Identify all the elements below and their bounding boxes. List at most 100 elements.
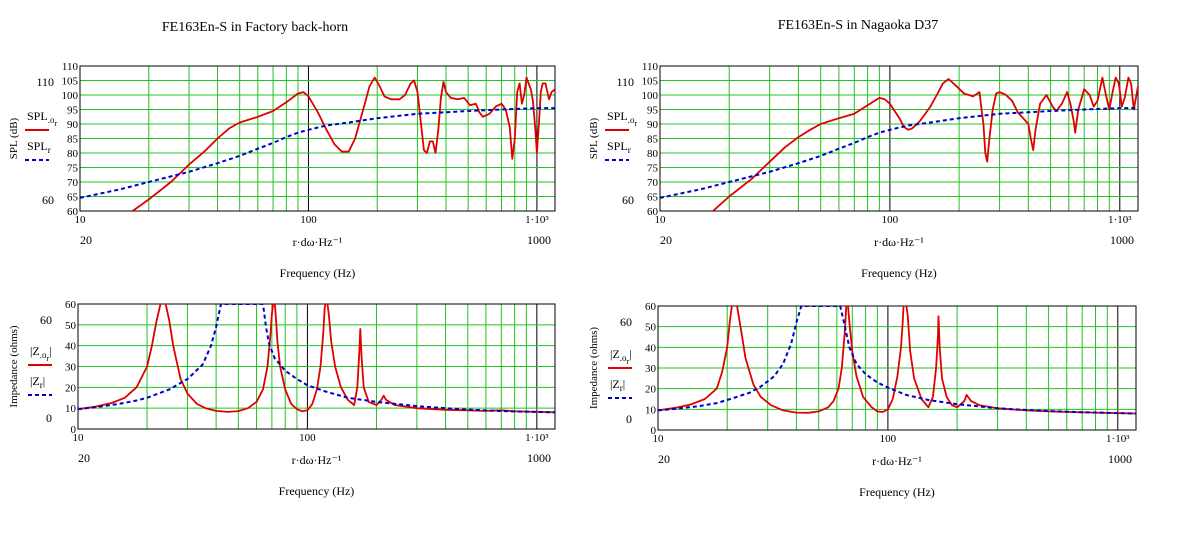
y-tick-label: 85 — [67, 134, 79, 146]
plot-frame — [659, 65, 1139, 212]
legend-label: |Zr| — [30, 374, 45, 390]
x-tick-label: 100 — [880, 433, 897, 445]
y-tick-label: 105 — [62, 76, 79, 88]
panel-title-left: FE163En-S in Factory back-horn — [162, 20, 348, 35]
y-tick-label: 60 — [647, 206, 659, 218]
x-tick-label: 100 — [299, 432, 316, 444]
x-max-readout: 1000 — [527, 233, 551, 247]
y-tick-label: 10 — [645, 404, 657, 416]
x-min-readout: 20 — [78, 451, 90, 465]
y-tick-label: 85 — [647, 134, 659, 146]
model-series-line — [658, 306, 1136, 415]
x-min-readout: 20 — [658, 452, 670, 466]
y-tick-label: 50 — [65, 320, 77, 332]
y-tick-label: 30 — [65, 362, 77, 374]
x-tick-label: 1·10³ — [1106, 433, 1130, 445]
y-tick-label: 95 — [647, 105, 659, 117]
x-axis-title: Frequency (Hz) — [280, 266, 356, 280]
measured-series-line — [712, 76, 1138, 211]
measured-series-line — [132, 76, 555, 211]
x-max-readout: 1000 — [1108, 452, 1132, 466]
x-tick-label: 10 — [75, 214, 87, 226]
model-series-line — [660, 107, 1138, 199]
x-max-readout: 1000 — [527, 451, 551, 465]
x-tick-label: 1·10³ — [525, 214, 549, 226]
y-tick-label: 0 — [71, 424, 77, 436]
y-tick-label: 70 — [67, 177, 79, 189]
legend-label: |Z.or| — [30, 344, 52, 363]
y-tick-label: 20 — [65, 382, 77, 394]
y-tick-label: 10 — [65, 403, 77, 415]
y-tick-label: 80 — [67, 148, 79, 160]
x-expression-label: r·dω·Hz⁻¹ — [292, 453, 342, 467]
legend-label: SPLr — [607, 139, 631, 155]
x-tick-label: 10 — [655, 214, 667, 226]
legend-label: SPLr — [27, 139, 51, 155]
y-axis-title: Impedance (ohms) — [8, 325, 20, 407]
plot-frame — [79, 65, 556, 212]
x-min-readout: 20 — [80, 233, 92, 247]
y-tick-label: 0 — [651, 425, 657, 437]
measured-series-line — [658, 306, 1136, 415]
y-tick-label: 90 — [647, 119, 659, 131]
y-tick-label: 100 — [642, 90, 659, 102]
x-min-readout: 20 — [660, 233, 672, 247]
x-max-readout: 1000 — [1110, 233, 1134, 247]
y-tick-label: 60 — [65, 299, 77, 311]
x-tick-label: 10 — [653, 433, 665, 445]
y-axis-title: Impedance (ohms) — [588, 327, 600, 409]
y-tick-label: 70 — [647, 177, 659, 189]
y-min-readout: 0 — [626, 412, 632, 426]
measured-series-line — [78, 304, 555, 414]
legend-label: |Zr| — [610, 377, 625, 393]
y-axis-title: SPL (dB) — [588, 117, 600, 159]
y-tick-label: 105 — [642, 76, 659, 88]
y-tick-label: 60 — [67, 206, 79, 218]
y-min-readout: 60 — [42, 193, 54, 207]
y-tick-label: 110 — [642, 61, 659, 73]
y-tick-label: 90 — [67, 119, 79, 131]
legend-label: SPL.or — [607, 109, 637, 128]
x-tick-label: 1·10³ — [1108, 214, 1132, 226]
y-tick-label: 60 — [645, 301, 657, 313]
y-max-readout: 60 — [40, 313, 52, 327]
x-axis-title: Frequency (Hz) — [279, 484, 355, 498]
y-tick-label: 40 — [645, 342, 657, 354]
y-max-readout: 110 — [616, 75, 634, 89]
y-min-readout: 0 — [46, 411, 52, 425]
chart-spl-left: 60 65 70 75 80 85 90 95 100 105 110 60 110 10 100 1·10³… — [8, 61, 556, 280]
x-tick-label: 100 — [300, 214, 317, 226]
x-axis-title: Frequency (Hz) — [861, 266, 937, 280]
y-tick-label: 65 — [67, 192, 79, 204]
legend-label: |Z.or| — [610, 347, 632, 366]
plot-frame — [657, 305, 1137, 431]
x-tick-label: 100 — [882, 214, 899, 226]
y-axis-title: SPL (dB) — [8, 117, 20, 159]
x-expression-label: r·dω·Hz⁻¹ — [872, 454, 922, 468]
model-series-line — [78, 304, 555, 414]
x-tick-label: 10 — [73, 432, 85, 444]
y-tick-label: 50 — [645, 322, 657, 334]
y-tick-label: 20 — [645, 384, 657, 396]
y-tick-label: 75 — [647, 163, 659, 175]
panel-title-right: FE163En-S in Nagaoka D37 — [778, 18, 939, 33]
x-axis-title: Frequency (Hz) — [859, 485, 935, 499]
legend-label: SPL.or — [27, 109, 57, 128]
y-min-readout: 60 — [622, 193, 634, 207]
y-tick-label: 40 — [65, 341, 77, 353]
x-expression-label: r·dω·Hz⁻¹ — [874, 235, 924, 249]
y-tick-label: 110 — [62, 61, 79, 73]
y-tick-label: 95 — [67, 105, 79, 117]
chart-spl-right: 60 65 70 75 80 85 90 95 100 105 110 60 110 10 100 1·10³… — [588, 61, 1139, 280]
y-tick-label: 65 — [647, 192, 659, 204]
y-tick-label: 75 — [67, 163, 79, 175]
model-series-line — [80, 107, 555, 199]
x-tick-label: 1·10³ — [525, 432, 549, 444]
y-max-readout: 60 — [620, 315, 632, 329]
y-tick-label: 100 — [62, 90, 79, 102]
x-expression-label: r·dω·Hz⁻¹ — [293, 235, 343, 249]
plot-frame — [77, 303, 556, 430]
